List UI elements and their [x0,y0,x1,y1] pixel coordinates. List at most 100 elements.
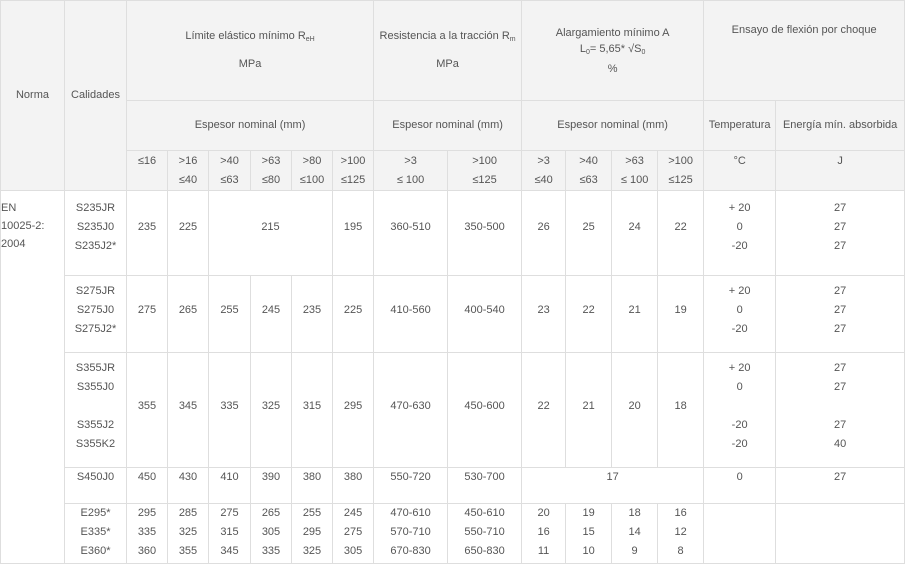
cell-line: ≤125 [472,174,497,186]
value-cell: 27 27 27 40 [775,352,905,468]
value-cell: 215 [208,190,333,276]
cell-line: 26 [537,221,550,233]
cell-line: ≤125 [340,174,366,186]
subcolumn-header: >63 ≤ 100 [611,150,659,191]
cell-line: 27 [834,419,847,431]
cell-line: 8 [677,545,684,557]
cell-line: S235J0 [76,221,115,233]
table-row: EN 10025-2: 2004 S235JR S235J0 S235J2* 235 225 2… [0,190,905,564]
cell-line: 265 [261,507,281,519]
value-cell: 27 27 27 [775,190,905,276]
value-cell: 23 [521,275,567,353]
formula-part: S [634,42,642,55]
cell-line: 14 [628,526,641,538]
cell-line: 255 [220,304,239,316]
cell-line: 295 [302,526,322,538]
header-yield-strength: Límite elástico mínimo ReH MPa [125,0,375,101]
cell-line: 325 [302,545,322,557]
table-row: S355JR S355J0 S355J2 S355K2 355 345 335 325 315… [1,352,905,468]
value-cell: 390 [250,467,292,504]
cell-line: ≤ 100 [620,174,649,186]
cell-line: 410-560 [390,304,431,316]
cell-line: 16 [537,526,550,538]
cell-line [66,397,126,416]
cell-line: 305 [261,526,281,538]
value-cell: 450-600 [447,352,523,468]
cell-line: 650-830 [464,545,505,557]
cell-line: ≤80 [261,174,281,186]
cell-line: -20 [731,419,748,431]
cell-line: EN [1,202,17,214]
value-cell: 350-500 [447,190,523,276]
value-cell: 470-610 570-710 670-830 [373,503,449,564]
value-cell: 470-630 [373,352,449,468]
header-temperature: Temperatura [703,100,777,151]
cell-line: 470-630 [390,400,431,412]
cell-line: 530-700 [464,471,505,483]
value-cell: 26 [521,190,567,276]
value-cell: 265 [167,275,209,353]
cell-line: 0 [736,381,743,393]
value-cell: + 20 0 -20 [703,275,777,353]
value-cell: 22 [657,190,705,276]
grades-cell: S275JR S275J0 S275J2* [64,275,127,353]
cell-line: 10 [582,545,595,557]
value-cell: 355 [126,352,168,468]
cell-line: 335 [137,526,157,538]
value-cell: 17 [521,467,705,504]
cell-line: 325 [178,526,198,538]
value-cell: 380 [291,467,333,504]
cell-line: 18 [628,507,641,519]
cell-line: 245 [343,507,363,519]
cell-line: ≤40 [534,174,553,186]
cell-line: 245 [261,304,281,316]
value-cell: 18 14 9 [611,503,659,564]
formula-part: 0 [641,48,646,56]
cell-line: 275 [137,304,157,316]
elongation-unit: % [607,62,618,75]
cell-line: 550-720 [390,471,431,483]
cell-line: 27 [834,323,847,335]
value-cell [775,503,905,564]
cell-line: -20 [731,323,748,335]
value-cell: 25 [565,190,613,276]
formula-part: L [579,42,586,55]
value-cell: 380 [331,467,375,504]
cell-line: S355K2 [75,438,116,450]
value-cell: 295 [331,352,375,468]
cell-line: 255 [302,507,322,519]
cell-line: 27 [834,471,847,483]
cell-line: 295 [343,400,363,412]
cell-line: >63 [261,155,281,167]
value-cell: 18 [657,352,705,468]
cell-line: E295* [80,507,111,519]
cell-line: -20 [731,438,748,450]
cell-line: 21 [582,400,595,412]
grades-cell: S235JR S235J0 S235J2* [64,190,127,276]
cell-line: 670-830 [390,545,431,557]
value-cell: 27 27 27 [775,275,905,353]
cell-line: 27 [834,202,847,214]
value-cell: + 20 0 -20 [703,190,777,276]
cell-line: E335* [80,526,111,538]
formula-part: = 5,65* √ [589,42,635,55]
cell-line: >40 [220,155,239,167]
yield-thickness: Espesor nominal (mm) [125,100,375,151]
cell-line: >16 [178,155,198,167]
cell-line: 0 [736,221,743,233]
cell-line: 27 [834,381,847,393]
cell-line: 325 [261,400,281,412]
yield-unit: MPa [238,58,262,70]
cell-line: >80 [302,155,322,167]
cell-line: 285 [178,507,198,519]
cell-line: °C [733,155,746,167]
header-calidades: Calidades [64,0,127,191]
cell-line: 225 [178,221,198,233]
cell-line: S450J0 [76,471,115,483]
cell-line: + 20 [728,202,751,214]
value-cell: 430 [167,467,209,504]
cell-line: 360-510 [390,221,431,233]
value-cell: 550-720 [373,467,449,504]
cell-line: 27 [834,221,847,233]
table-row: E295* E335* E360* 295 335 360 285 325 355 275 315 3… [1,503,905,564]
